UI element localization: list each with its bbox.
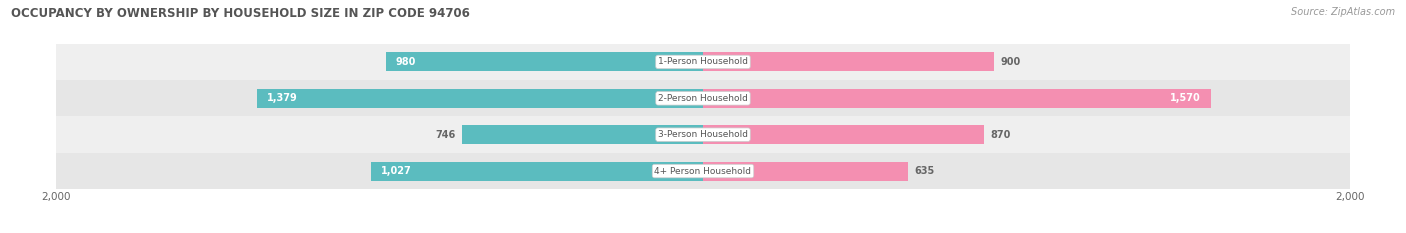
Text: 2-Person Household: 2-Person Household <box>658 94 748 103</box>
Text: 900: 900 <box>1001 57 1021 67</box>
Text: OCCUPANCY BY OWNERSHIP BY HOUSEHOLD SIZE IN ZIP CODE 94706: OCCUPANCY BY OWNERSHIP BY HOUSEHOLD SIZE… <box>11 7 470 20</box>
Bar <box>703 52 994 71</box>
Bar <box>387 52 703 71</box>
Text: 1-Person Household: 1-Person Household <box>658 58 748 66</box>
Bar <box>371 162 703 181</box>
Text: 870: 870 <box>991 130 1011 140</box>
Bar <box>703 162 908 181</box>
Bar <box>461 125 703 144</box>
Text: 4+ Person Household: 4+ Person Household <box>655 167 751 175</box>
Text: 1,379: 1,379 <box>267 93 298 103</box>
Bar <box>56 116 1350 153</box>
Bar <box>56 80 1350 116</box>
Text: 1,027: 1,027 <box>381 166 412 176</box>
Bar <box>703 125 984 144</box>
Text: 1,570: 1,570 <box>1170 93 1201 103</box>
Text: 3-Person Household: 3-Person Household <box>658 130 748 139</box>
Bar <box>257 89 703 108</box>
Text: 635: 635 <box>915 166 935 176</box>
Text: 746: 746 <box>434 130 456 140</box>
Text: Source: ZipAtlas.com: Source: ZipAtlas.com <box>1291 7 1395 17</box>
Text: 980: 980 <box>396 57 416 67</box>
Bar <box>703 89 1211 108</box>
Bar <box>56 44 1350 80</box>
Bar <box>56 153 1350 189</box>
